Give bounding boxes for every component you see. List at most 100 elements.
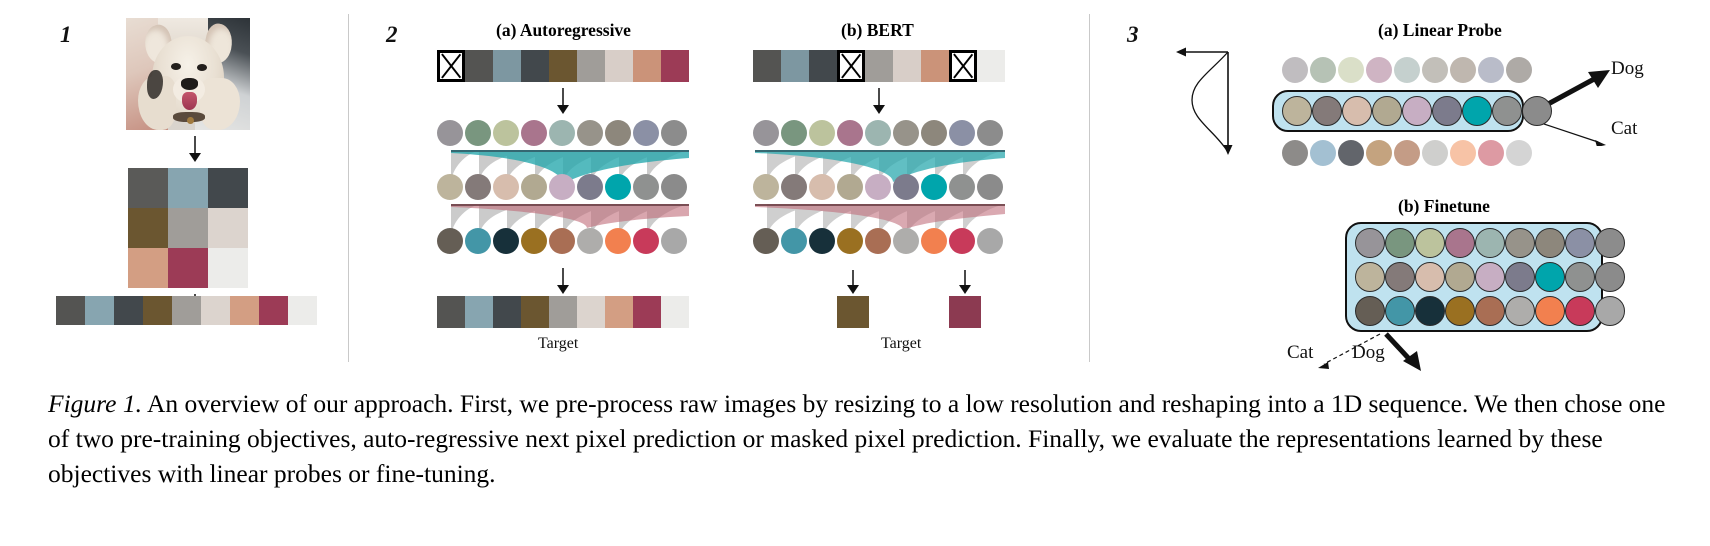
- lp-bot-node-6: [1450, 140, 1476, 166]
- bert-l1-node-2: [809, 120, 835, 146]
- bert-l1-node-6: [921, 120, 947, 146]
- ft-bot-node-0: [1355, 296, 1385, 326]
- ar-l3-node-8: [661, 228, 687, 254]
- bert-input-token-0: [753, 50, 781, 82]
- bert-input-token-8: [977, 50, 1005, 82]
- lp-bot-node-4: [1394, 140, 1420, 166]
- bert-l2-node-5: [893, 174, 919, 200]
- ar-target-token-6: [605, 296, 633, 328]
- linear-probe-dog-label: Dog: [1611, 58, 1644, 79]
- lp-top-node-6: [1450, 57, 1476, 83]
- ar-l1-node-2: [493, 120, 519, 146]
- finetune-title: (b) Finetune: [1398, 196, 1490, 216]
- autoregressive-target-strip: [437, 296, 689, 328]
- ar-target-token-1: [465, 296, 493, 328]
- ar-l1-node-1: [465, 120, 491, 146]
- bert-l3-node-0: [753, 228, 779, 254]
- lp-top-node-5: [1422, 57, 1448, 83]
- bert-l3-node-1: [781, 228, 807, 254]
- lp-top-node-1: [1310, 57, 1336, 83]
- arrow-ar-input-to-layer1: [556, 88, 570, 114]
- ft-bot-node-4: [1475, 296, 1505, 326]
- bert-l3-node-8: [977, 228, 1003, 254]
- ft-top-node-1: [1385, 228, 1415, 258]
- ft-top-node-6: [1535, 228, 1565, 258]
- autoregressive-input-strip: [437, 50, 689, 82]
- raw-input-photo: [126, 18, 250, 130]
- lp-top-node-3: [1366, 57, 1392, 83]
- ft-mid-node-5: [1505, 262, 1535, 292]
- bert-input-masked-token-7: [949, 50, 977, 82]
- figure-caption-label: Figure 1.: [48, 389, 142, 418]
- lp-mid-node-5: [1432, 96, 1462, 126]
- pixel-cell-7: [168, 248, 208, 288]
- bert-attention-fan-2: [755, 204, 1005, 238]
- ar-l2-node-4: [549, 174, 575, 200]
- bert-l3-node-7: [949, 228, 975, 254]
- sequence-token-7: [259, 296, 288, 325]
- bert-l3-node-4: [865, 228, 891, 254]
- arrow-bert-target-2: [958, 270, 972, 294]
- bert-l3-node-5: [893, 228, 919, 254]
- lp-mid-node-8: [1522, 96, 1552, 126]
- sequence-token-6: [230, 296, 259, 325]
- ft-top-node-8: [1595, 228, 1625, 258]
- bert-l1-node-8: [977, 120, 1003, 146]
- sequence-token-8: [288, 296, 317, 325]
- ar-target-token-5: [577, 296, 605, 328]
- sequence-token-4: [172, 296, 201, 325]
- ar-l3-node-4: [549, 228, 575, 254]
- bert-l1-node-7: [949, 120, 975, 146]
- pixel-cell-4: [168, 208, 208, 248]
- bert-title: (b) BERT: [841, 20, 914, 40]
- panel-number-3: 3: [1127, 22, 1139, 47]
- lp-mid-node-4: [1402, 96, 1432, 126]
- lp-bot-node-5: [1422, 140, 1448, 166]
- bert-layer-3-nodes: [753, 228, 1003, 254]
- lp-mid-node-6: [1462, 96, 1492, 126]
- bert-l1-node-5: [893, 120, 919, 146]
- pixel-cell-1: [168, 168, 208, 208]
- ft-bot-node-6: [1535, 296, 1565, 326]
- autoregressive-attention-fan-2: [451, 204, 689, 238]
- feedforward-loop-arrow: [1176, 47, 1233, 155]
- ft-top-node-0: [1355, 228, 1385, 258]
- linear-probe-row-top: [1282, 57, 1532, 83]
- lp-mid-node-2: [1342, 96, 1372, 126]
- bert-l2-node-8: [977, 174, 1003, 200]
- bert-l2-node-6: [921, 174, 947, 200]
- ft-bot-node-7: [1565, 296, 1595, 326]
- ar-input-token-8: [661, 50, 689, 82]
- linear-probe-row-selected: [1282, 96, 1552, 126]
- arrow-bert-target-1: [846, 270, 860, 294]
- lp-bot-node-2: [1338, 140, 1364, 166]
- bert-l2-node-2: [809, 174, 835, 200]
- ar-l2-node-0: [437, 174, 463, 200]
- lp-bot-node-7: [1478, 140, 1504, 166]
- lp-mid-node-0: [1282, 96, 1312, 126]
- ft-mid-node-1: [1385, 262, 1415, 292]
- ar-target-token-7: [633, 296, 661, 328]
- bert-l3-node-3: [837, 228, 863, 254]
- pixel-cell-0: [128, 168, 168, 208]
- ar-l3-node-2: [493, 228, 519, 254]
- lp-top-node-8: [1506, 57, 1532, 83]
- autoregressive-title: (a) Autoregressive: [496, 20, 631, 40]
- lp-top-node-4: [1394, 57, 1420, 83]
- bert-l1-node-3: [837, 120, 863, 146]
- sequence-token-5: [201, 296, 230, 325]
- low-resolution-pixel-grid: [128, 168, 248, 288]
- lp-top-node-0: [1282, 57, 1308, 83]
- sequence-token-0: [56, 296, 85, 325]
- ft-top-node-4: [1475, 228, 1505, 258]
- bert-l2-node-7: [949, 174, 975, 200]
- ft-mid-node-4: [1475, 262, 1505, 292]
- autoregressive-attention-fan-1: [451, 150, 689, 184]
- pixel-cell-8: [208, 248, 248, 288]
- finetune-classification-arrows: [1318, 332, 1421, 371]
- ar-target-token-8: [661, 296, 689, 328]
- bert-target-token-7: [949, 296, 981, 328]
- ar-l1-node-0: [437, 120, 463, 146]
- ar-target-token-3: [521, 296, 549, 328]
